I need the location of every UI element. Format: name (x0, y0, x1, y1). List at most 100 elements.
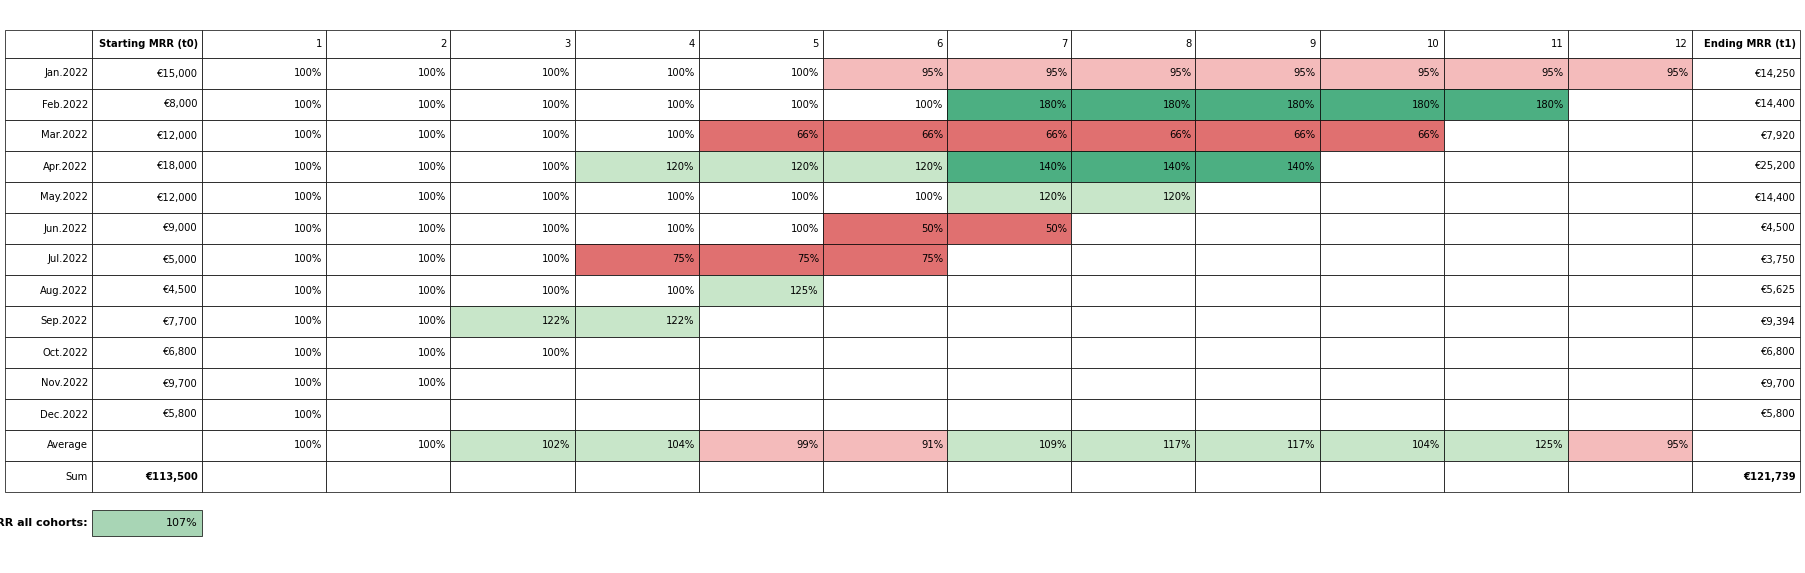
Text: Mar.2022: Mar.2022 (42, 131, 88, 140)
Text: €9,394: €9,394 (1762, 316, 1796, 327)
Bar (1444, 430, 1569, 461)
Bar (823, 213, 948, 244)
Text: 95%: 95% (1666, 69, 1688, 79)
Text: 95%: 95% (1294, 69, 1316, 79)
Bar (574, 89, 699, 120)
Bar (202, 244, 327, 275)
Bar (574, 399, 699, 430)
Text: 1: 1 (316, 39, 321, 49)
Text: 100%: 100% (294, 131, 321, 140)
Bar (1319, 213, 1444, 244)
Bar (202, 89, 327, 120)
Bar (1195, 461, 1319, 492)
Text: 100%: 100% (419, 285, 446, 296)
Text: 104%: 104% (1412, 441, 1440, 450)
Bar (699, 151, 823, 182)
Bar (1319, 461, 1444, 492)
Text: €7,920: €7,920 (1762, 131, 1796, 140)
Bar (823, 461, 948, 492)
Bar (202, 399, 327, 430)
Text: 100%: 100% (419, 347, 446, 358)
Bar (1070, 461, 1195, 492)
Bar (1070, 182, 1195, 213)
Bar (1569, 368, 1691, 399)
Text: 100%: 100% (915, 193, 942, 202)
Bar (1569, 337, 1691, 368)
Bar (5, 89, 92, 120)
Bar (202, 430, 327, 461)
Text: €5,800: €5,800 (1762, 410, 1796, 419)
Text: 100%: 100% (419, 254, 446, 265)
Bar (1319, 275, 1444, 306)
Text: 95%: 95% (1045, 69, 1067, 79)
Text: 180%: 180% (1536, 100, 1563, 109)
Bar (1319, 244, 1444, 275)
Bar (699, 430, 823, 461)
Bar (327, 430, 449, 461)
Text: Aug.2022: Aug.2022 (40, 285, 88, 296)
Text: 104%: 104% (666, 441, 695, 450)
Bar (5, 182, 92, 213)
Bar (92, 244, 202, 275)
Bar (1070, 244, 1195, 275)
Bar (1319, 30, 1444, 58)
Text: 75%: 75% (796, 254, 819, 265)
Bar (92, 337, 202, 368)
Bar (327, 461, 449, 492)
Text: 100%: 100% (294, 100, 321, 109)
Bar (5, 461, 92, 492)
Bar (327, 306, 449, 337)
Text: 100%: 100% (542, 193, 570, 202)
Bar (574, 58, 699, 89)
Text: 7: 7 (1061, 39, 1067, 49)
Bar (1195, 306, 1319, 337)
Bar (1070, 120, 1195, 151)
Text: 100%: 100% (294, 410, 321, 419)
Bar (1195, 89, 1319, 120)
Text: 117%: 117% (1287, 441, 1316, 450)
Text: 120%: 120% (666, 162, 695, 171)
Bar (5, 151, 92, 182)
Bar (92, 368, 202, 399)
Bar (699, 213, 823, 244)
Text: Jan.2022: Jan.2022 (43, 69, 88, 79)
Bar (327, 151, 449, 182)
Bar (202, 151, 327, 182)
Bar (202, 58, 327, 89)
Text: Dec.2022: Dec.2022 (40, 410, 88, 419)
Text: 66%: 66% (1294, 131, 1316, 140)
Text: 100%: 100% (419, 162, 446, 171)
Bar (948, 399, 1070, 430)
Bar (92, 306, 202, 337)
Bar (948, 368, 1070, 399)
Text: 99%: 99% (796, 441, 819, 450)
Text: 100%: 100% (419, 131, 446, 140)
Bar (92, 510, 202, 536)
Bar (1319, 151, 1444, 182)
Text: €5,000: €5,000 (164, 254, 199, 265)
Bar (92, 120, 202, 151)
Text: Starting MRR (t0): Starting MRR (t0) (99, 39, 199, 49)
Text: €7,700: €7,700 (162, 316, 199, 327)
Text: Nov.2022: Nov.2022 (42, 379, 88, 388)
Text: 100%: 100% (294, 223, 321, 234)
Text: 100%: 100% (791, 223, 819, 234)
Text: 100%: 100% (666, 131, 695, 140)
Bar (1195, 120, 1319, 151)
Text: €14,400: €14,400 (1754, 100, 1796, 109)
Text: 66%: 66% (921, 131, 942, 140)
Bar (1070, 275, 1195, 306)
Text: 100%: 100% (419, 100, 446, 109)
Bar (202, 368, 327, 399)
Bar (1444, 58, 1569, 89)
Bar (948, 120, 1070, 151)
Text: 100%: 100% (791, 69, 819, 79)
Bar (1569, 89, 1691, 120)
Text: 140%: 140% (1162, 162, 1191, 171)
Text: 140%: 140% (1287, 162, 1316, 171)
Text: 180%: 180% (1412, 100, 1440, 109)
Text: €6,800: €6,800 (164, 347, 199, 358)
Text: 95%: 95% (1417, 69, 1440, 79)
Text: €113,500: €113,500 (144, 472, 199, 481)
Bar (823, 58, 948, 89)
